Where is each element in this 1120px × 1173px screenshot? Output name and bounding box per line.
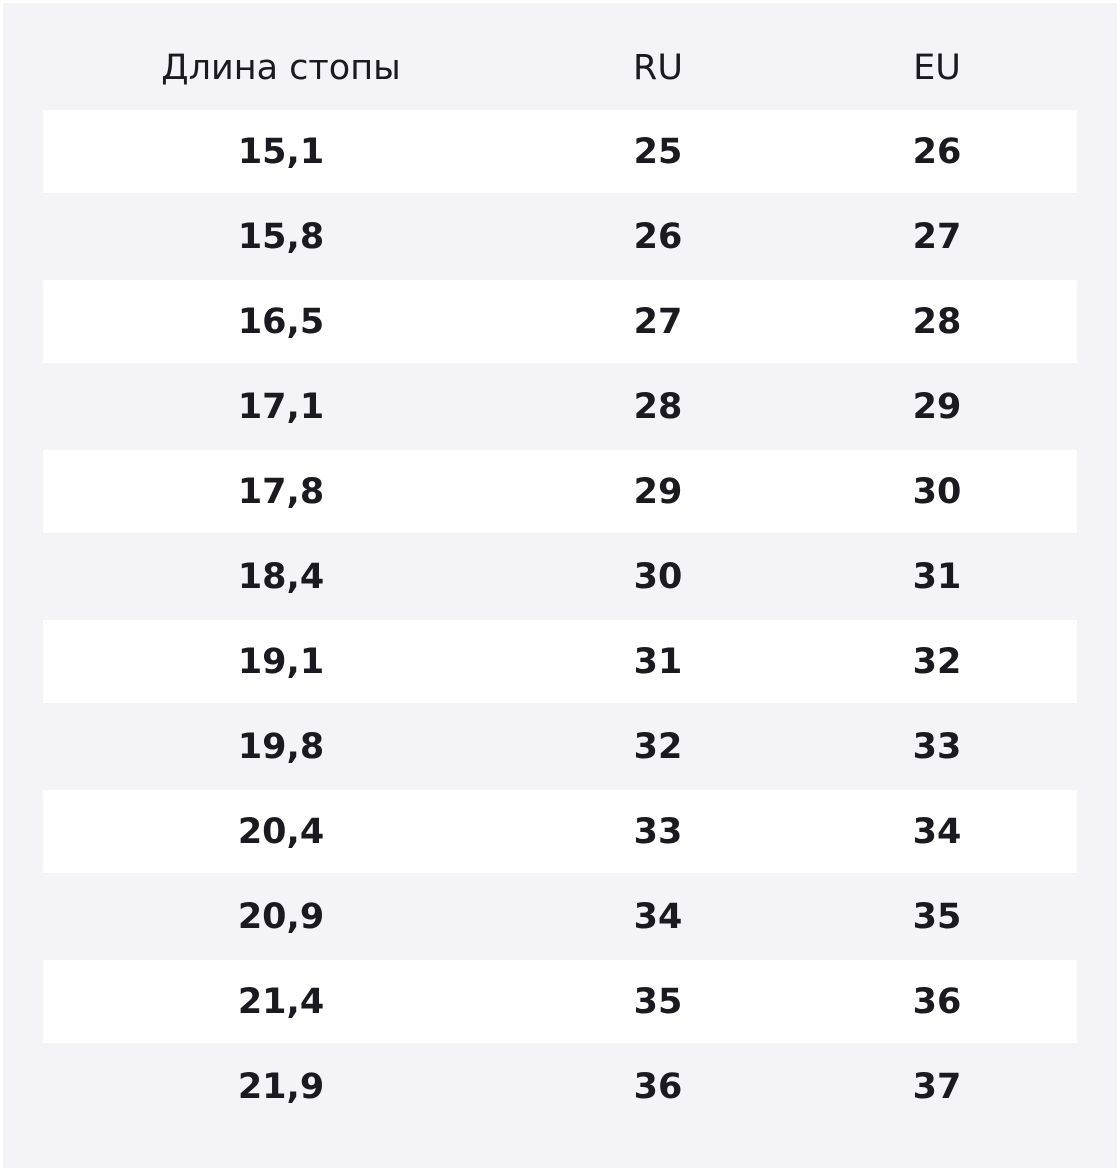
table-cell: 32 <box>912 641 962 682</box>
table-cell: 17,1 <box>237 386 325 427</box>
table-cell: 27 <box>912 216 962 257</box>
table-cell: 31 <box>633 641 683 682</box>
table-cell: 29 <box>633 471 683 512</box>
header-cell: Длина стопы <box>161 47 401 88</box>
table-cell: 19,8 <box>237 726 325 767</box>
table-cell: 33 <box>912 726 962 767</box>
header-row: Длина стопы RU EU <box>43 26 1077 109</box>
table-cell: 20,4 <box>237 811 325 852</box>
table-cell: 26 <box>633 216 683 257</box>
table-cell: 35 <box>633 981 683 1022</box>
table-row: 17,1 28 29 <box>43 365 1077 448</box>
table-cell: 21,9 <box>237 1066 325 1107</box>
table-cell: 25 <box>633 131 683 172</box>
table-row: 16,5 27 28 <box>43 280 1077 363</box>
table-cell: 36 <box>633 1066 683 1107</box>
table-cell: 34 <box>633 896 683 937</box>
table-row: 18,4 30 31 <box>43 535 1077 618</box>
table-row: 21,9 36 37 <box>43 1045 1077 1128</box>
table-cell: 32 <box>633 726 683 767</box>
table-cell: 36 <box>912 981 962 1022</box>
table-row: 21,4 35 36 <box>43 960 1077 1043</box>
table-cell: 27 <box>633 301 683 342</box>
table-row: 20,4 33 34 <box>43 790 1077 873</box>
table-cell: 30 <box>912 471 962 512</box>
table-cell: 28 <box>912 301 962 342</box>
table-cell: 29 <box>912 386 962 427</box>
table-cell: 30 <box>633 556 683 597</box>
table-cell: 21,4 <box>237 981 325 1022</box>
table-cell: 31 <box>912 556 962 597</box>
table-cell: 33 <box>633 811 683 852</box>
header-cell: EU <box>913 47 961 88</box>
table-cell: 18,4 <box>237 556 325 597</box>
table-cell: 17,8 <box>237 471 325 512</box>
table-cell: 28 <box>633 386 683 427</box>
table-row: 19,8 32 33 <box>43 705 1077 788</box>
table-cell: 16,5 <box>237 301 325 342</box>
table-cell: 15,1 <box>237 131 325 172</box>
header-cell: RU <box>633 47 683 88</box>
table-row: 19,1 31 32 <box>43 620 1077 703</box>
size-table: Длина стопы RU EU 15,1 25 26 15,8 26 27 16,5 27… <box>3 3 1117 1168</box>
table-cell: 20,9 <box>237 896 325 937</box>
table-row: 15,8 26 27 <box>43 195 1077 278</box>
table-cell: 35 <box>912 896 962 937</box>
table-row: 17,8 29 30 <box>43 450 1077 533</box>
table-row: 20,9 34 35 <box>43 875 1077 958</box>
table-cell: 26 <box>912 131 962 172</box>
table-cell: 19,1 <box>237 641 325 682</box>
table-row: 15,1 25 26 <box>43 110 1077 193</box>
table-cell: 34 <box>912 811 962 852</box>
table-cell: 37 <box>912 1066 962 1107</box>
table-cell: 15,8 <box>237 216 325 257</box>
